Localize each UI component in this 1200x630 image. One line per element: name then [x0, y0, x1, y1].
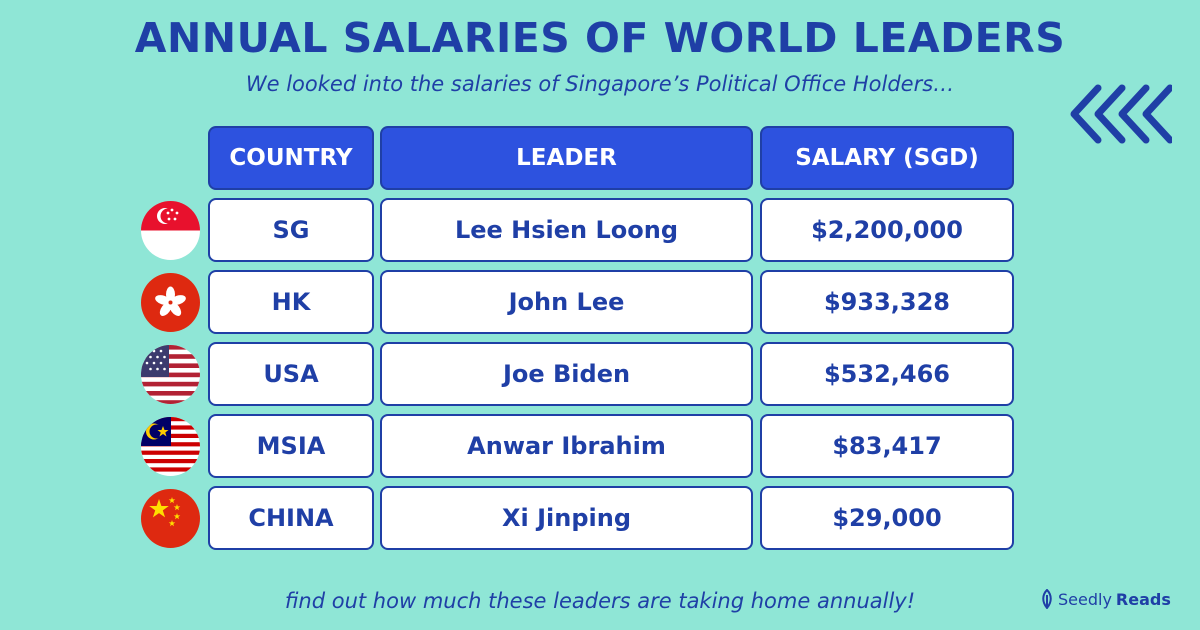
- table-row-country: MSIA: [208, 414, 374, 478]
- hong-kong-flag-icon: [141, 273, 200, 332]
- usa-flag-icon: [141, 345, 200, 404]
- table-row-salary: $29,000: [760, 486, 1014, 550]
- page-title: ANNUAL SALARIES OF WORLD LEADERS: [134, 14, 1066, 62]
- seedly-leaf-icon: [1042, 589, 1052, 609]
- table-row-leader: John Lee: [380, 270, 753, 334]
- table-row-leader: Lee Hsien Loong: [380, 198, 753, 262]
- table-row-country: CHINA: [208, 486, 374, 550]
- singapore-flag-icon: [141, 201, 200, 260]
- page-subtitle: We looked into the salaries of Singapore…: [245, 72, 955, 96]
- brand-logo: Seedly Reads: [1040, 589, 1171, 609]
- table-row-leader: Joe Biden: [380, 342, 753, 406]
- brand-suffix: Reads: [1115, 589, 1171, 609]
- footer-tagline: find out how much these leaders are taki…: [284, 589, 916, 613]
- header-salary: SALARY (SGD): [760, 126, 1014, 190]
- table-row-leader: Xi Jinping: [380, 486, 753, 550]
- table-row-salary: $532,466: [760, 342, 1014, 406]
- brand-name: Seedly: [1058, 589, 1112, 609]
- table-row-country: USA: [208, 342, 374, 406]
- table-row-salary: $933,328: [760, 270, 1014, 334]
- table-row-salary: $83,417: [760, 414, 1014, 478]
- table-row-country: HK: [208, 270, 374, 334]
- china-flag-icon: [141, 489, 200, 548]
- table-row-salary: $2,200,000: [760, 198, 1014, 262]
- malaysia-flag-icon: [141, 417, 200, 476]
- header-leader: LEADER: [380, 126, 753, 190]
- table-row-country: SG: [208, 198, 374, 262]
- chevrons-left-icon: [1070, 84, 1172, 144]
- header-country: COUNTRY: [208, 126, 374, 190]
- table-row-leader: Anwar Ibrahim: [380, 414, 753, 478]
